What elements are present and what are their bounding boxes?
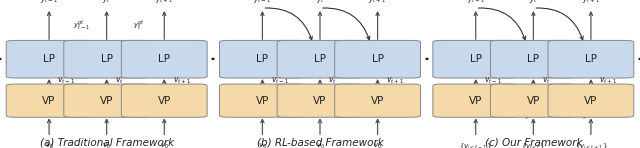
Text: $v_0$: $v_0$ <box>316 142 324 148</box>
Text: $y_{t-1}^{gt}$: $y_{t-1}^{gt}$ <box>72 18 90 32</box>
Text: · · ·: · · · <box>619 53 640 66</box>
Text: (b) RL-based Framework: (b) RL-based Framework <box>257 137 383 147</box>
FancyBboxPatch shape <box>220 84 305 117</box>
Text: VP: VP <box>100 96 113 106</box>
Text: $v_{t+1}$: $v_{t+1}$ <box>386 76 404 86</box>
Text: LP: LP <box>100 54 113 64</box>
Text: $v_{t-1}$: $v_{t-1}$ <box>271 76 289 86</box>
Text: $y_t$: $y_t$ <box>102 0 111 5</box>
Text: · · ·: · · · <box>192 53 215 66</box>
Text: $y_{t-1}$: $y_{t-1}$ <box>467 0 485 5</box>
Text: $v_0$: $v_0$ <box>102 142 111 148</box>
Text: $v_0$: $v_0$ <box>258 142 267 148</box>
Text: LP: LP <box>585 54 597 64</box>
FancyBboxPatch shape <box>6 84 92 117</box>
Text: LP: LP <box>43 54 55 64</box>
Text: LP: LP <box>470 54 482 64</box>
Text: LP: LP <box>314 54 326 64</box>
Text: $v_{t-1}$: $v_{t-1}$ <box>58 76 76 86</box>
Text: LP: LP <box>257 54 268 64</box>
Text: $v_t$: $v_t$ <box>541 76 550 86</box>
Text: LP: LP <box>372 54 383 64</box>
FancyBboxPatch shape <box>277 40 363 78</box>
Text: VP: VP <box>469 96 483 106</box>
Text: · · ·: · · · <box>0 53 21 66</box>
Text: $y_{t+1}$: $y_{t+1}$ <box>582 0 600 5</box>
FancyBboxPatch shape <box>64 84 150 117</box>
Text: VP: VP <box>157 96 171 106</box>
Text: $v_0$: $v_0$ <box>373 142 382 148</box>
Text: VP: VP <box>42 96 56 106</box>
FancyBboxPatch shape <box>433 40 518 78</box>
FancyBboxPatch shape <box>122 84 207 117</box>
Text: $y_{t+1}$: $y_{t+1}$ <box>155 0 173 5</box>
Text: $y_t$: $y_t$ <box>529 0 538 5</box>
Text: $y_{t-1}$: $y_{t-1}$ <box>40 0 58 5</box>
Text: · · ·: · · · <box>406 53 429 66</box>
FancyBboxPatch shape <box>6 40 92 78</box>
FancyBboxPatch shape <box>490 40 576 78</box>
Text: $v_0$: $v_0$ <box>160 142 169 148</box>
Text: · · ·: · · · <box>211 53 234 66</box>
Text: (a) Traditional Framework: (a) Traditional Framework <box>40 137 173 147</box>
FancyBboxPatch shape <box>64 40 150 78</box>
FancyBboxPatch shape <box>220 40 305 78</box>
Text: $y_t^{gt}$: $y_t^{gt}$ <box>132 18 145 32</box>
Text: $\{v_{i<t+1}\}$: $\{v_{i<t+1}\}$ <box>575 142 607 148</box>
FancyBboxPatch shape <box>335 40 420 78</box>
Text: $\{v_{i<t}\}$: $\{v_{i<t}\}$ <box>522 142 545 148</box>
FancyBboxPatch shape <box>335 84 420 117</box>
Text: VP: VP <box>371 96 384 106</box>
Text: $v_t$: $v_t$ <box>115 76 124 86</box>
FancyBboxPatch shape <box>277 84 363 117</box>
Text: · · ·: · · · <box>425 53 448 66</box>
Text: VP: VP <box>314 96 326 106</box>
FancyBboxPatch shape <box>122 40 207 78</box>
Text: $v_{t+1}$: $v_{t+1}$ <box>599 76 618 86</box>
Text: VP: VP <box>256 96 269 106</box>
Text: $v_0$: $v_0$ <box>45 142 54 148</box>
FancyBboxPatch shape <box>433 84 518 117</box>
FancyBboxPatch shape <box>490 84 576 117</box>
Text: $v_t$: $v_t$ <box>328 76 337 86</box>
Text: $v_{t-1}$: $v_{t-1}$ <box>484 76 502 86</box>
FancyBboxPatch shape <box>548 84 634 117</box>
Text: $y_{t-1}$: $y_{t-1}$ <box>253 0 271 5</box>
Text: LP: LP <box>527 54 540 64</box>
Text: LP: LP <box>158 54 170 64</box>
Text: VP: VP <box>584 96 598 106</box>
Text: $\{v_{i<t-1}\}$: $\{v_{i<t-1}\}$ <box>460 142 492 148</box>
Text: $y_{t+1}$: $y_{t+1}$ <box>369 0 387 5</box>
Text: (c) Our Framework: (c) Our Framework <box>484 137 582 147</box>
Text: VP: VP <box>527 96 540 106</box>
FancyBboxPatch shape <box>548 40 634 78</box>
Text: $y_t$: $y_t$ <box>316 0 324 5</box>
Text: $v_{t+1}$: $v_{t+1}$ <box>173 76 191 86</box>
